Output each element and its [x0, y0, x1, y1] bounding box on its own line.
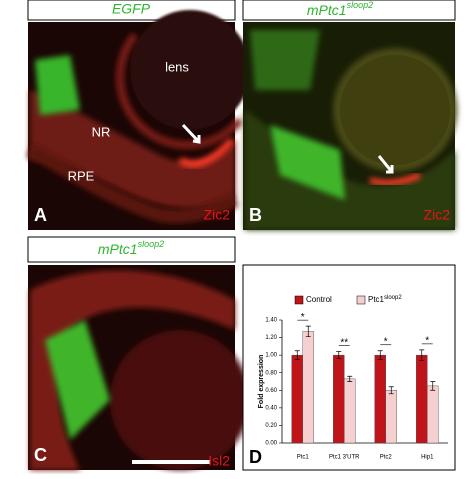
- legend-swatch: [356, 295, 366, 305]
- legend-swatch: [294, 295, 304, 305]
- y-tick-label: 1.00: [265, 353, 277, 359]
- bar: [385, 390, 397, 444]
- header-b: mPtc1sloop2: [307, 0, 373, 17]
- significance: *: [384, 336, 388, 347]
- panel-letter: C: [34, 445, 47, 465]
- label: RPE: [68, 168, 95, 183]
- error-bar: [347, 375, 353, 382]
- marker-label: Isl2: [208, 453, 230, 469]
- error-bar: [336, 351, 342, 360]
- y-tick-label: 1.40: [265, 318, 277, 324]
- significance: *: [301, 312, 305, 323]
- y-tick-label: 0.00: [265, 441, 277, 447]
- legend-label: Ptc1sloop2: [368, 295, 402, 305]
- chart: 0.00 0.20 0.40 0.60 0.80 1.00 1.20 1.40 Fold exp…: [258, 295, 448, 461]
- error-bar: [305, 325, 311, 338]
- panel-letter: B: [249, 205, 262, 225]
- marker-label: Zic2: [424, 207, 451, 223]
- bar: [427, 385, 439, 444]
- error-bar: [377, 350, 383, 360]
- significance: *: [425, 336, 429, 347]
- y-tick-label: 0.60: [265, 388, 277, 394]
- header-text: mPtc1: [307, 2, 347, 18]
- header-text: mPtc1: [98, 241, 138, 257]
- legend-name: Control: [306, 295, 332, 304]
- bar: [416, 354, 428, 444]
- error-bar: [294, 350, 300, 360]
- panel-letter: D: [249, 447, 262, 467]
- bar: [374, 354, 386, 444]
- bar: [344, 378, 356, 444]
- header-sup: sloop2: [138, 239, 165, 249]
- y-tick-label: 0.80: [265, 370, 277, 376]
- y-tick-label: 0.40: [265, 405, 277, 411]
- y-axis-label: Fold expression: [258, 355, 265, 409]
- header-box: [27, 236, 236, 263]
- y-tick-label: 0.20: [265, 423, 277, 429]
- legend-name: Ptc1: [368, 295, 385, 304]
- y-tick-label: 1.20: [265, 335, 277, 341]
- x-tick-label: Ptc2: [380, 455, 393, 461]
- error-bar: [388, 386, 394, 395]
- x-tick-label: Hip1: [421, 455, 434, 461]
- marker-label: Zic2: [204, 207, 231, 223]
- error-bar: [430, 381, 436, 391]
- bar: [291, 354, 303, 444]
- legend-sup: sloop2: [384, 295, 402, 301]
- header-c: mPtc1sloop2: [98, 239, 164, 256]
- significance: **: [340, 337, 348, 348]
- x-tick-label: Ptc1 3'UTR: [329, 455, 360, 461]
- header-sup: sloop2: [347, 0, 374, 10]
- legend-label: Control: [306, 295, 332, 304]
- panel-c: C Isl2: [28, 265, 250, 470]
- label: NR: [92, 124, 111, 139]
- panel-a: lens NR RPE A Zic2: [26, 10, 250, 230]
- label: lens: [165, 59, 189, 74]
- bar: [333, 354, 345, 444]
- header-box: [242, 0, 456, 21]
- panel-b: B Zic2: [243, 22, 457, 230]
- header-a: EGFP: [112, 1, 151, 17]
- x-tick-label: Ptc1: [297, 455, 310, 461]
- panel-letter: A: [34, 205, 47, 225]
- bar: [302, 331, 314, 444]
- error-bar: [419, 349, 425, 361]
